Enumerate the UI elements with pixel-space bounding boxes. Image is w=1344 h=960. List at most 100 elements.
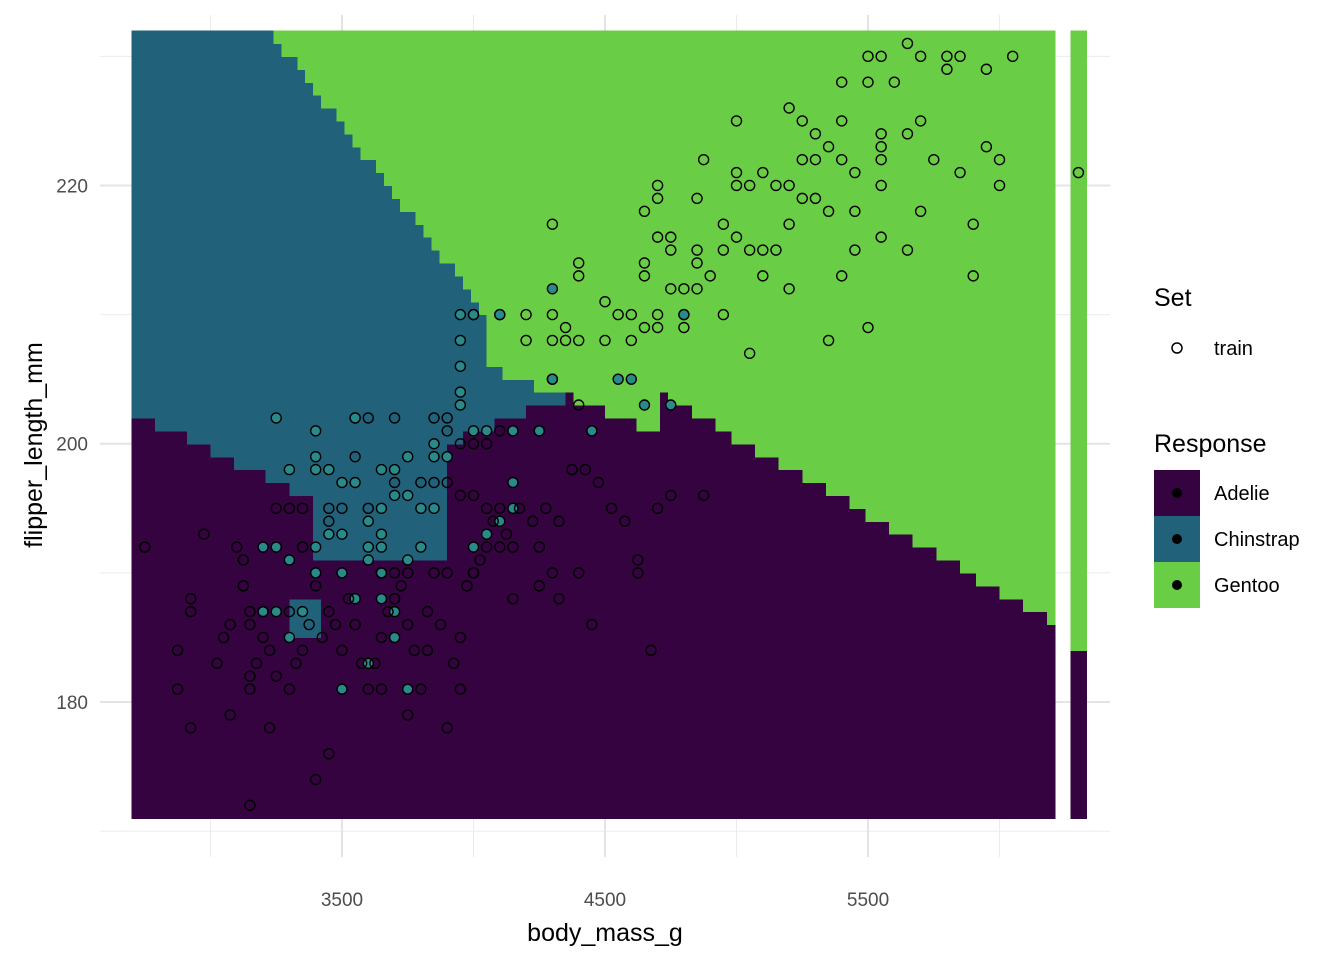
region-cell	[399, 146, 409, 161]
region-cell	[289, 753, 298, 768]
region-cell	[478, 198, 488, 212]
region-cell	[265, 572, 275, 587]
region-cell	[518, 301, 527, 316]
region-cell	[581, 379, 590, 393]
region-cell	[139, 689, 148, 703]
region-cell	[384, 676, 393, 690]
region-cell	[186, 702, 196, 716]
region-cell	[202, 714, 212, 729]
region-cell	[226, 353, 235, 367]
region-cell	[597, 753, 606, 768]
region-cell	[163, 430, 172, 445]
region-cell	[423, 237, 433, 251]
region-cell	[541, 598, 551, 613]
region-cell	[384, 740, 393, 755]
region-cell	[423, 650, 433, 664]
region-cell	[336, 133, 346, 148]
region-cell	[510, 237, 519, 251]
region-cell	[391, 379, 401, 393]
region-cell	[194, 559, 204, 574]
region-cell	[541, 805, 551, 819]
region-cell	[202, 30, 212, 45]
region-cell	[139, 250, 148, 264]
region-cell	[660, 495, 669, 509]
region-cell	[368, 727, 377, 742]
region-cell	[581, 185, 590, 199]
region-cell	[273, 327, 283, 342]
region-cell	[470, 198, 480, 212]
region-cell	[739, 146, 748, 161]
region-cell	[171, 559, 180, 574]
region-cell	[581, 301, 590, 316]
region-cell	[202, 327, 212, 342]
region-cell	[628, 198, 638, 212]
region-cell	[407, 288, 417, 303]
region-cell	[447, 288, 456, 303]
region-cell	[636, 430, 646, 445]
region-cell	[139, 598, 148, 613]
region-cell	[439, 585, 448, 600]
region-cell	[494, 107, 504, 122]
region-cell	[478, 56, 488, 70]
region-cell	[668, 482, 677, 497]
region-cell	[462, 288, 472, 303]
region-cell	[273, 392, 283, 406]
region-cell	[636, 327, 646, 342]
region-cell	[494, 702, 504, 716]
region-cell	[368, 469, 377, 484]
region-cell	[581, 598, 590, 613]
region-cell	[407, 353, 417, 367]
region-cell	[391, 572, 401, 587]
region-cell	[447, 469, 456, 484]
region-cell	[360, 69, 369, 83]
region-cell	[139, 792, 148, 806]
region-cell	[526, 792, 535, 806]
region-cell	[407, 146, 417, 161]
region-cell	[194, 288, 204, 303]
region-cell	[557, 69, 567, 83]
region-cell	[131, 611, 141, 626]
region-cell	[415, 43, 425, 57]
region-cell	[644, 547, 653, 561]
region-cell	[605, 766, 614, 781]
region-cell	[376, 443, 385, 458]
region-cell	[533, 198, 543, 212]
region-cell	[470, 702, 480, 716]
region-cell	[739, 598, 748, 613]
region-cell	[391, 405, 401, 419]
region-cell	[155, 637, 164, 651]
region-cell	[518, 224, 527, 238]
region-cell	[194, 663, 204, 677]
region-cell	[715, 482, 724, 497]
region-cell	[423, 547, 433, 561]
region-cell	[368, 198, 377, 212]
region-cell	[210, 456, 219, 471]
region-cell	[565, 56, 575, 70]
region-cell	[139, 663, 148, 677]
region-cell	[707, 250, 717, 264]
region-cell	[518, 663, 527, 677]
region-cell	[699, 637, 709, 651]
region-cell	[384, 262, 393, 277]
region-cell	[384, 405, 393, 419]
region-cell	[194, 56, 204, 70]
region-cell	[265, 392, 275, 406]
region-cell	[384, 727, 393, 742]
region-cell	[344, 159, 354, 174]
region-cell	[226, 650, 235, 664]
region-cell	[131, 443, 141, 458]
region-cell	[313, 792, 322, 806]
region-cell	[265, 495, 275, 509]
region-cell	[171, 779, 180, 794]
region-cell	[194, 405, 204, 419]
region-cell	[281, 353, 290, 367]
region-cell	[147, 237, 156, 251]
region-cell	[747, 133, 756, 148]
region-cell	[762, 650, 772, 664]
region-cell	[384, 185, 393, 199]
region-cell	[439, 598, 448, 613]
region-cell	[415, 740, 425, 755]
region-cell	[699, 572, 709, 587]
region-cell	[447, 95, 456, 109]
region-cell	[557, 56, 567, 70]
